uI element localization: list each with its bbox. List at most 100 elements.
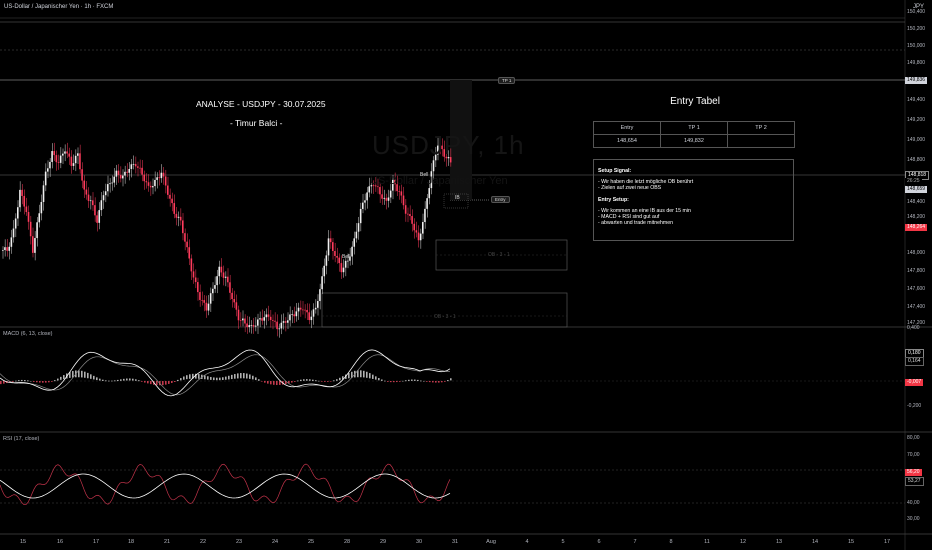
macd-hist-bar [246,373,248,379]
candle-body [323,265,326,277]
price-label: 147,600 [907,286,926,292]
candle-body [293,314,296,317]
price-label: 149,000 [907,137,926,143]
macd-hist-bar [147,381,149,384]
macd-hist-bar [318,380,320,382]
price-label: 149,800 [907,60,926,66]
candle-body [398,191,401,192]
candle-body [299,307,302,310]
macd-hist-bar [21,379,23,382]
macd-hist-bar [390,381,392,383]
macd-hist-bar [426,381,428,382]
entry-table-title[interactable]: Entry Tabel [670,96,720,107]
macd-hist-bar [3,381,5,384]
x-label: 11 [704,539,710,545]
candle-body [229,282,231,293]
candle-body [214,285,216,289]
candle-body [177,216,180,218]
macd-hist-bar [279,381,281,385]
candle-body [152,186,154,188]
macd-hist-bar [414,379,416,381]
analysis-title[interactable]: ANALYSE - USDJPY - 30.07.2025 [196,99,326,109]
x-label: 15 [847,539,855,545]
candle-body [381,194,383,199]
candle-body [182,220,184,234]
macd-hist-bar [111,380,113,382]
candle-body [104,191,107,196]
candle-body [19,189,21,208]
candle-body [389,190,392,198]
candle-body [357,223,360,232]
macd-hist-bar [348,373,350,379]
candle-body [66,151,68,154]
macd-hist-bar [447,380,449,382]
candle-body [36,222,38,239]
entry-setup-line: - Wir kommen an eine IB aus der 15 min [598,207,691,214]
tp2-header: TP 2 [727,121,795,135]
macd-hist-bar [291,381,293,383]
candle-body [109,183,111,185]
candle-body [68,153,71,157]
price-label: 148,800 [907,157,926,163]
x-label: 14 [811,539,819,545]
candle-body [77,153,79,156]
rsi-axis-label: 40,00 [907,500,920,506]
macd-hist-bar [300,379,302,381]
candle-body [289,314,291,321]
macd-hist-bar [102,379,104,381]
x-label: 17 [883,539,891,545]
candle-body [327,238,330,256]
macd-hist-bar [327,381,329,382]
candle-body [362,202,364,209]
macd-hist-bar [429,381,431,383]
macd-hist-bar [408,379,410,382]
macd-hist-bar [45,381,47,383]
candle-body [445,156,448,159]
candle-body [252,325,255,327]
candle-body [92,200,94,206]
tp1-tag[interactable]: TP 1 [498,77,516,84]
x-label: 13 [775,539,783,545]
macd-hist-bar [396,381,398,383]
entry-tag[interactable]: Entry [491,196,510,203]
macd-hist-bar [405,380,407,382]
candle-body [374,185,377,187]
ob-label-2: OB - 3 - 1 [434,314,456,320]
candle-body [261,318,263,321]
candle-body [287,320,289,323]
symbol-label[interactable]: US-Dollar / Japanischer Yen · 1h · FXCM [4,4,114,10]
candle-body [222,272,225,278]
candle-body [377,186,379,188]
currency-label: JPY [913,4,925,10]
candle-body [220,266,223,273]
candle-body [147,182,150,186]
candle-body [87,194,90,201]
candle-body [432,160,435,172]
candle-body [347,260,349,262]
x-label: Aug [486,539,496,545]
candle-body [70,156,73,166]
candle-body [188,247,191,259]
macd-hist-bar [90,374,92,379]
macd-hist-bar [165,381,167,385]
setup-note[interactable]: Setup Signal: - Wir haben die letzt mögl… [593,159,794,241]
candle-body [154,179,156,187]
author-label[interactable]: - Timur Balci - [230,118,283,128]
candle-body [74,155,77,164]
candle-body [314,307,317,310]
macd-label[interactable]: MACD (6, 13, close) [3,331,53,337]
setup-signal-title: Setup Signal: [598,168,632,174]
candle-body [149,185,152,188]
macd-hist-bar [369,373,371,379]
candle-body [413,223,416,231]
macd-hist-bar [423,380,425,382]
rsi-label[interactable]: RSI (17, close) [3,436,40,442]
candle-body [325,255,328,266]
candle-body [297,307,300,312]
candle-body [259,318,261,320]
macd-hist-bar [306,379,308,381]
candle-body [317,301,319,308]
candle-body [306,309,308,313]
entry-table[interactable]: Entry TP 1 TP 2 148,654 149,832 [593,121,795,148]
